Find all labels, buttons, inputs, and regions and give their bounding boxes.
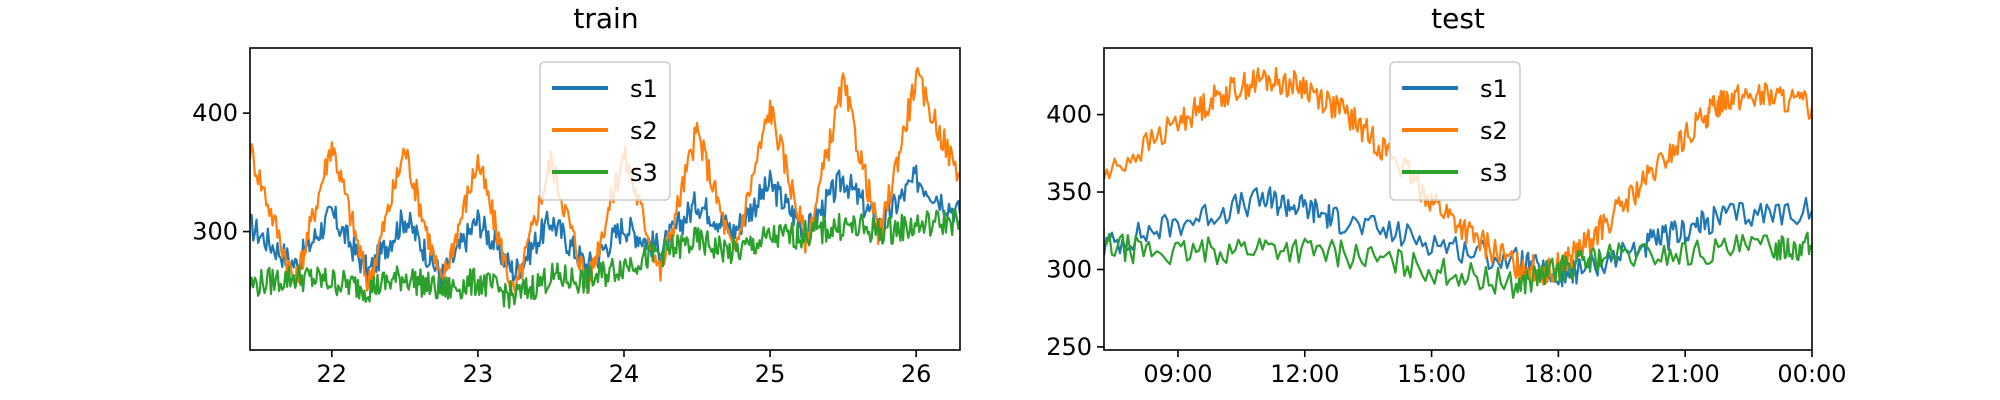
y-tick-label: 300 [192,218,238,246]
x-tick-label: 18:00 [1524,360,1593,388]
legend-label-s2: s2 [630,117,658,145]
y-tick-label: 250 [1046,333,1092,361]
test-axes-frame [1103,47,1813,351]
series-line-train-s2 [250,67,960,295]
legend-label-s2: s2 [1480,117,1508,145]
x-tick-label: 23 [463,360,494,388]
series-line-train-s3 [250,208,960,309]
x-tick-label: 24 [609,360,640,388]
x-tick-label: 25 [755,360,786,388]
train-axes-frame [249,47,961,351]
x-tick-label: 21:00 [1651,360,1720,388]
train-title: train [573,2,638,35]
y-tick-label: 400 [192,99,238,127]
y-tick-label: 300 [1046,255,1092,283]
legend-label-s1: s1 [630,75,658,103]
train-panel: train 22 23 24 25 26 300 400 s1 s2 s3 [192,2,961,388]
legend-label-s3: s3 [1480,159,1508,187]
legend-label-s1: s1 [1480,75,1508,103]
test-panel: test 09:00 12:00 15:00 18:00 21:00 00:00 250 30… [1046,2,1846,388]
series-line-test-s2 [1104,66,1812,286]
x-tick-label: 15:00 [1397,360,1466,388]
train-legend: s1 s2 s3 [539,61,671,201]
x-tick-label: 22 [317,360,348,388]
legend-label-s3: s3 [630,159,658,187]
x-tick-label: 09:00 [1143,360,1212,388]
x-tick-label: 12:00 [1270,360,1339,388]
y-tick-label: 400 [1046,101,1092,129]
series-line-test-s3 [1104,231,1812,299]
x-tick-label: 26 [901,360,932,388]
test-title: test [1431,2,1485,35]
y-tick-label: 350 [1046,178,1092,206]
x-tick-label: 00:00 [1777,360,1846,388]
test-legend: s1 s2 s3 [1389,61,1521,201]
